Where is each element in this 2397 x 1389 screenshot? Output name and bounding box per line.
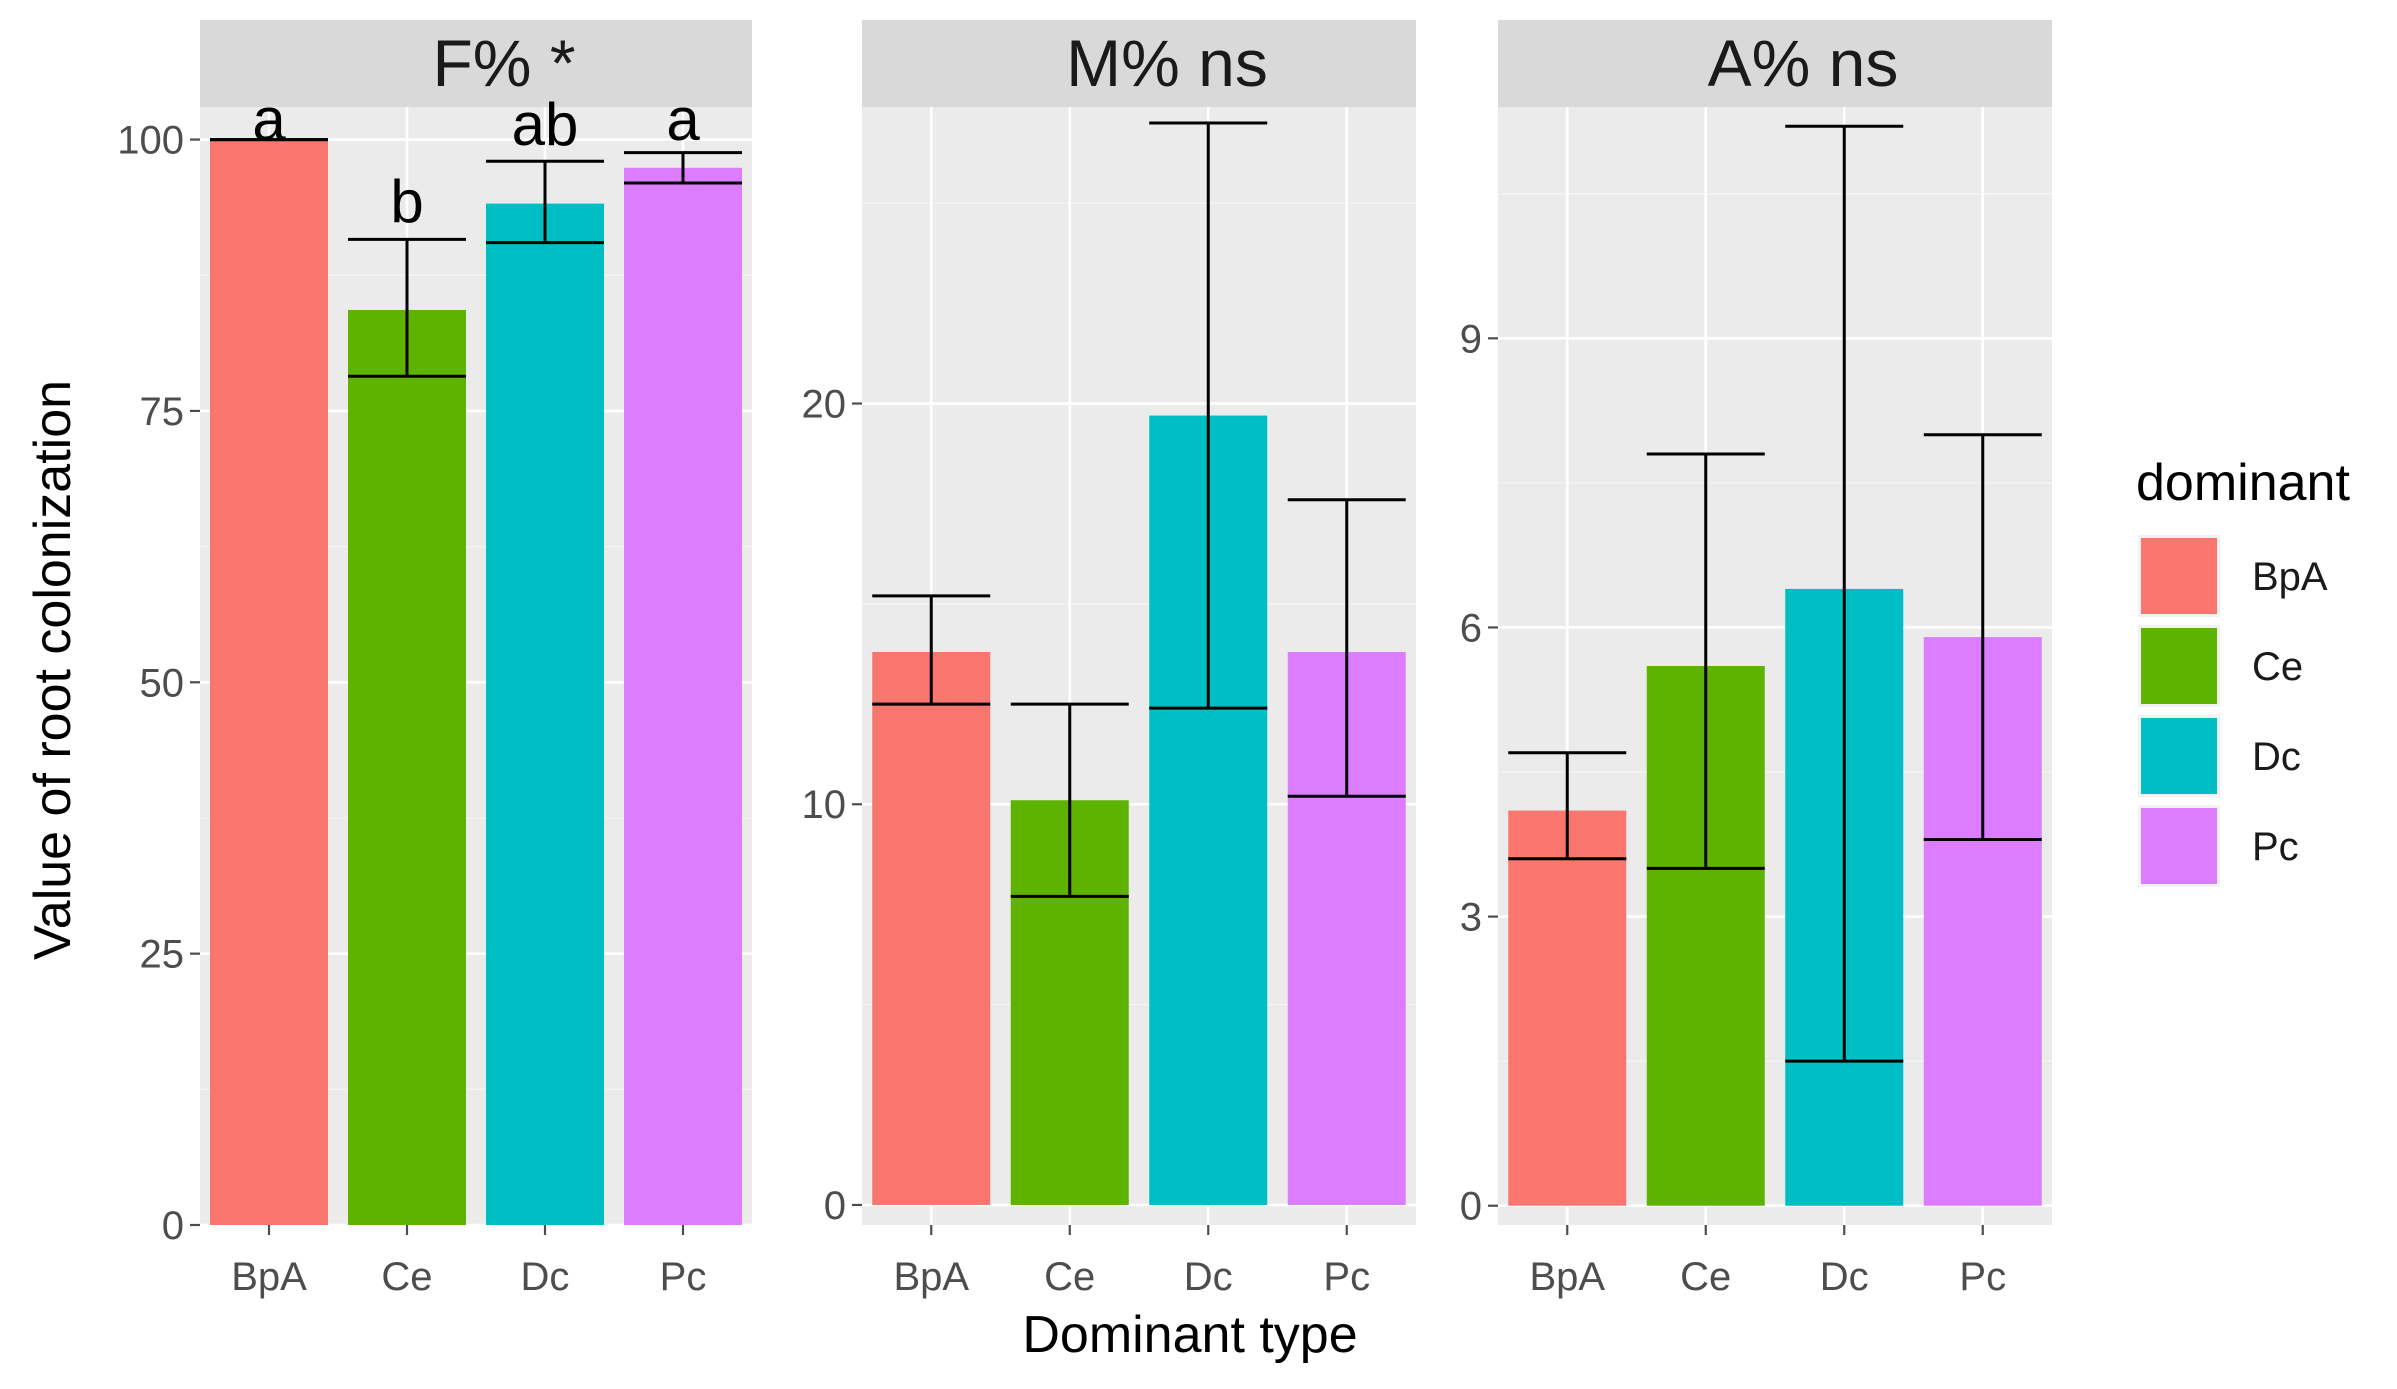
facet-panel-1: M% ns 0 10 20 BpA Ce Dc Pc: [802, 20, 1416, 1299]
x-tick-label: BpA: [1529, 1255, 1605, 1299]
x-tick-label: BpA: [231, 1255, 307, 1299]
significance-letter: ab: [512, 91, 579, 158]
legend-label: Pc: [2252, 825, 2299, 869]
y-tick-label: 9: [1460, 317, 1482, 361]
x-tick-label: Ce: [381, 1255, 432, 1299]
x-tick-label: BpA: [893, 1255, 969, 1299]
bar-bpa: [210, 139, 328, 1225]
error-bar-ce: [348, 237, 466, 378]
x-tick-label: Dc: [1820, 1255, 1869, 1299]
y-tick-label: 6: [1460, 606, 1482, 650]
legend: dominant BpA Ce Dc Pc: [2136, 454, 2350, 887]
x-axis-title: Dominant type: [1022, 1306, 1357, 1364]
legend-swatch-dc: [2141, 718, 2217, 794]
error-bar-bpa: [1508, 751, 1627, 861]
bar-bpa: [1508, 810, 1627, 1206]
legend-label: BpA: [2252, 555, 2328, 599]
y-axis-title: Value of root colonization: [24, 380, 82, 960]
x-tick-label: Ce: [1044, 1255, 1095, 1299]
legend-swatch-pc: [2141, 808, 2217, 884]
error-bar-dc: [1149, 121, 1268, 710]
facet-strip: [200, 20, 752, 107]
significance-letter: a: [666, 86, 700, 153]
y-tick-label: 25: [140, 933, 185, 977]
significance-letter: b: [390, 168, 423, 235]
x-tick-label: Pc: [1323, 1255, 1370, 1299]
error-bar-ce: [1646, 452, 1765, 870]
error-bar-dc: [1785, 124, 1904, 1063]
bar-bpa: [872, 651, 991, 1205]
legend-title: dominant: [2136, 454, 2350, 512]
legend-label: Dc: [2252, 735, 2301, 779]
facet-strip: [1498, 20, 2052, 107]
facet-title: A% ns: [1708, 26, 1899, 100]
y-tick-label: 20: [802, 383, 847, 427]
bar-pc: [624, 167, 742, 1226]
y-tick-label: 10: [802, 783, 847, 827]
legend-swatch-ce: [2141, 628, 2217, 704]
legend-label: Ce: [2252, 645, 2303, 689]
x-tick-label: Pc: [660, 1255, 707, 1299]
x-tick-label: Ce: [1680, 1255, 1731, 1299]
facet-title: F% *: [432, 26, 575, 100]
y-tick-label: 100: [117, 119, 184, 163]
y-tick-label: 0: [824, 1184, 846, 1228]
error-bar-pc: [1923, 433, 2042, 841]
error-bar-bpa: [872, 594, 991, 706]
facet-panel-2: A% ns 0 3 6 9 BpA Ce Dc Pc: [1460, 20, 2052, 1299]
bar-dc: [486, 203, 604, 1225]
legend-swatch-bpa: [2141, 538, 2217, 614]
facet-title: M% ns: [1066, 26, 1268, 100]
y-tick-label: 75: [140, 390, 185, 434]
significance-letter: a: [252, 86, 286, 153]
y-tick-label: 3: [1460, 896, 1482, 940]
error-bar-dc: [486, 159, 604, 245]
y-tick-label: 0: [162, 1204, 184, 1248]
x-tick-label: Pc: [1959, 1255, 2006, 1299]
error-bar-pc: [1287, 498, 1406, 798]
x-tick-label: Dc: [521, 1255, 570, 1299]
y-tick-label: 0: [1460, 1185, 1482, 1229]
error-bar-ce: [1010, 702, 1129, 898]
bar-ce: [348, 309, 466, 1225]
error-bar-pc: [624, 151, 742, 185]
y-tick-label: 50: [140, 661, 185, 705]
x-tick-label: Dc: [1184, 1255, 1233, 1299]
facet-strip: [862, 20, 1416, 107]
